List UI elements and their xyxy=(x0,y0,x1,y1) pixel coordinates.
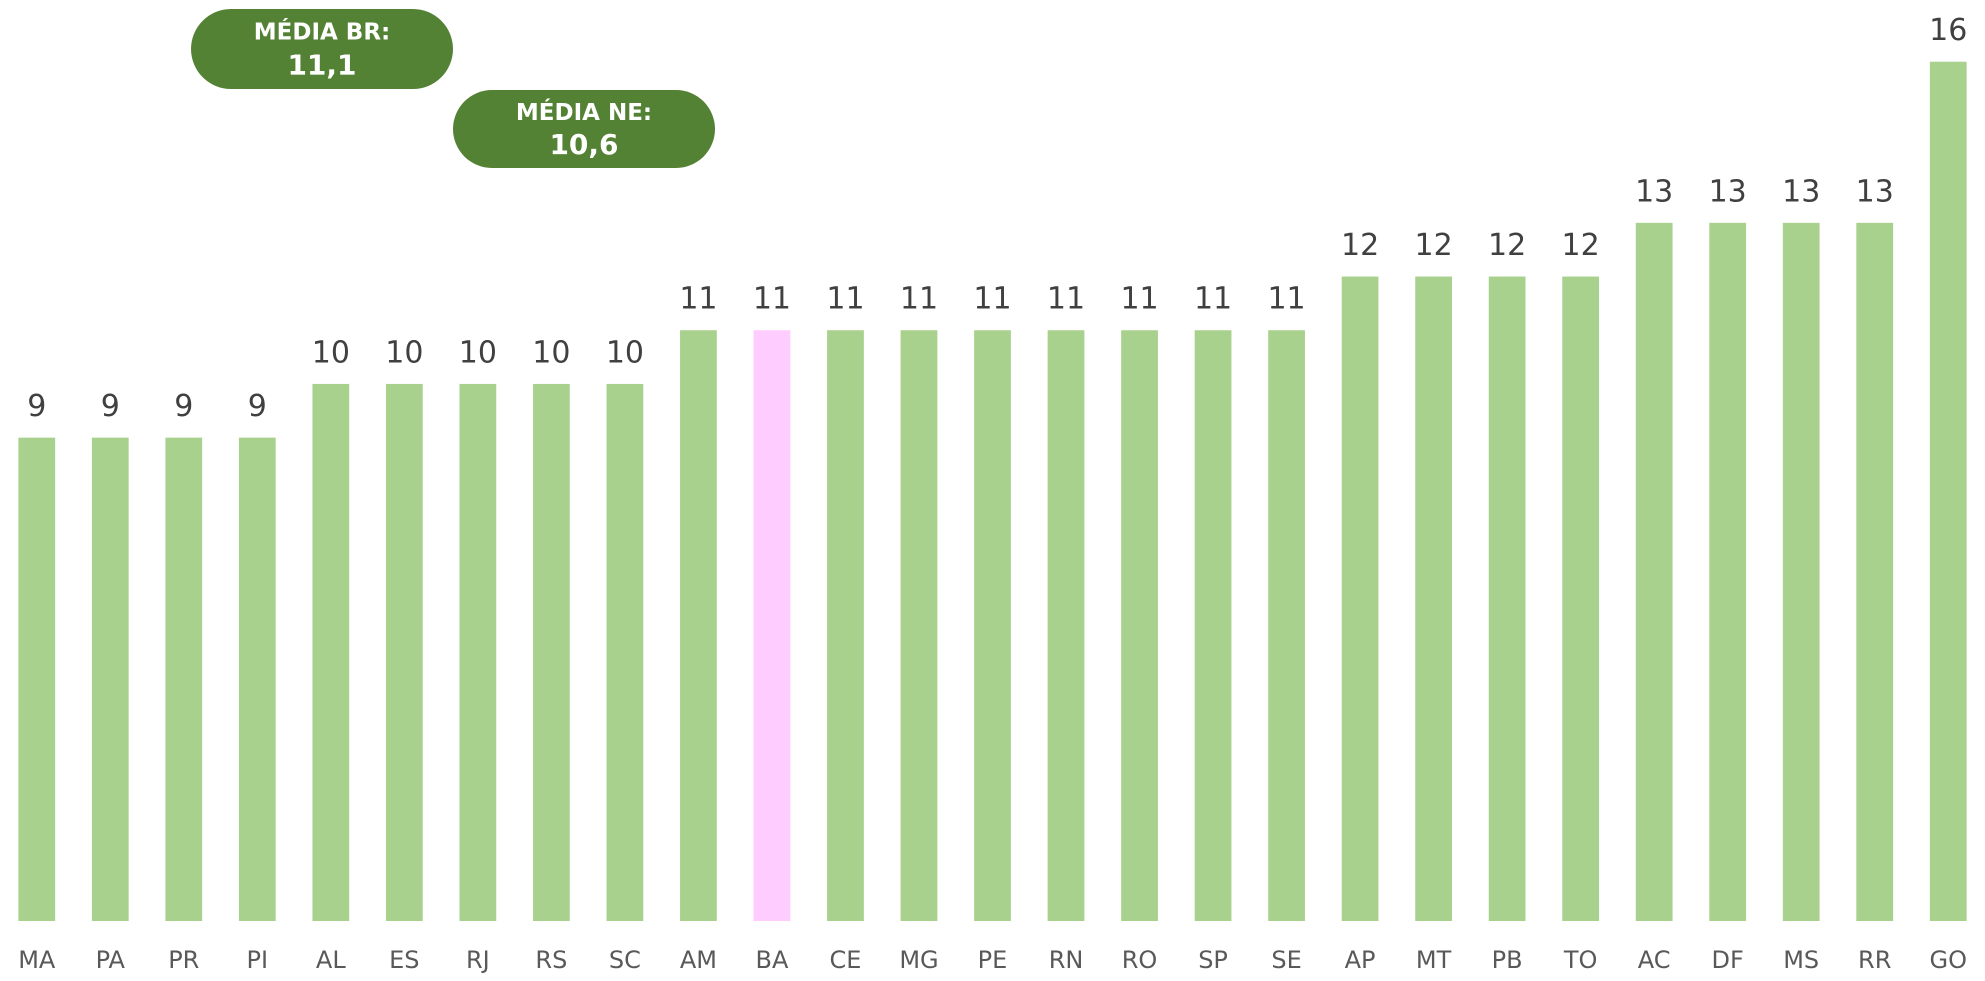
x-tick-label: PA xyxy=(96,946,126,974)
x-tick-label: BA xyxy=(755,946,788,974)
bar xyxy=(1709,222,1747,921)
value-label: 16 xyxy=(1929,13,1967,48)
value-label: 10 xyxy=(606,335,644,370)
value-label: 9 xyxy=(101,389,120,424)
bar xyxy=(238,437,276,921)
bar xyxy=(459,383,497,921)
x-tick-label: RN xyxy=(1049,946,1084,974)
value-label: 11 xyxy=(826,282,864,317)
value-label: 13 xyxy=(1782,174,1820,209)
x-tick-label: RO xyxy=(1122,946,1158,974)
value-label: 9 xyxy=(27,389,46,424)
annotation-title: MÉDIA BR: xyxy=(254,18,391,46)
value-label: 10 xyxy=(385,335,423,370)
bar xyxy=(165,437,203,921)
value-label: 11 xyxy=(973,282,1011,317)
bar xyxy=(606,383,644,921)
value-label: 13 xyxy=(1709,174,1747,209)
value-label: 10 xyxy=(459,335,497,370)
x-tick-label: GO xyxy=(1929,946,1967,974)
bar xyxy=(974,330,1011,921)
annotation-value: 11,1 xyxy=(287,49,356,82)
value-label: 10 xyxy=(532,335,570,370)
bar xyxy=(1562,276,1600,921)
x-tick-label: CE xyxy=(830,946,862,974)
annotation-value: 10,6 xyxy=(549,128,618,161)
bar xyxy=(1929,61,1967,922)
x-tick-label: DF xyxy=(1712,946,1744,974)
bar xyxy=(312,383,350,921)
annotation-badge xyxy=(191,9,453,89)
x-tick-label: MA xyxy=(18,946,56,974)
value-label: 11 xyxy=(753,282,791,317)
x-tick-label: MG xyxy=(899,946,938,974)
value-label: 11 xyxy=(679,282,717,317)
x-tick-label: RS xyxy=(535,946,567,974)
x-tick-label: SC xyxy=(609,946,641,974)
x-tick-label: PR xyxy=(168,946,199,974)
annotation-title: MÉDIA NE: xyxy=(516,98,652,126)
annotation-badge xyxy=(453,90,715,168)
x-tick-label: PI xyxy=(247,946,269,974)
value-label: 13 xyxy=(1856,174,1894,209)
value-label: 12 xyxy=(1488,228,1526,263)
bar xyxy=(753,330,791,921)
value-label: 11 xyxy=(1047,282,1085,317)
x-tick-label: AM xyxy=(680,946,717,974)
x-tick-label: PE xyxy=(978,946,1008,974)
x-tick-label: AC xyxy=(1638,946,1671,974)
bar xyxy=(1856,222,1894,921)
x-tick-label: MS xyxy=(1783,946,1819,974)
bar xyxy=(1047,330,1085,921)
x-tick-label: ES xyxy=(389,946,419,974)
value-label: 11 xyxy=(1194,282,1232,317)
bar xyxy=(1121,330,1158,921)
value-label: 11 xyxy=(1120,282,1158,317)
bar xyxy=(1415,276,1452,921)
bar xyxy=(1268,330,1305,921)
bar xyxy=(91,437,129,921)
bar xyxy=(1782,222,1820,921)
value-label: 12 xyxy=(1562,228,1600,263)
bar xyxy=(385,383,423,921)
x-tick-label: RR xyxy=(1858,946,1891,974)
bar xyxy=(533,383,570,921)
x-tick-label: AL xyxy=(316,946,346,974)
value-label: 9 xyxy=(174,389,193,424)
bar xyxy=(900,330,938,921)
x-tick-label: SE xyxy=(1271,946,1301,974)
value-label: 9 xyxy=(248,389,267,424)
bar xyxy=(680,330,717,921)
bar xyxy=(1341,276,1379,921)
value-label: 11 xyxy=(1267,282,1305,317)
x-tick-label: PB xyxy=(1492,946,1523,974)
bar xyxy=(1488,276,1526,921)
value-label: 11 xyxy=(900,282,938,317)
bar xyxy=(18,437,56,921)
value-label: 12 xyxy=(1341,228,1379,263)
bar xyxy=(1635,222,1673,921)
value-label: 10 xyxy=(312,335,350,370)
x-tick-label: AP xyxy=(1345,946,1376,974)
x-tick-label: SP xyxy=(1198,946,1228,974)
x-tick-label: MT xyxy=(1416,946,1452,974)
x-tick-label: TO xyxy=(1563,946,1598,974)
value-label: 13 xyxy=(1635,174,1673,209)
x-tick-label: RJ xyxy=(466,946,490,974)
bar xyxy=(827,330,864,921)
value-label: 12 xyxy=(1415,228,1453,263)
bar xyxy=(1194,330,1232,921)
